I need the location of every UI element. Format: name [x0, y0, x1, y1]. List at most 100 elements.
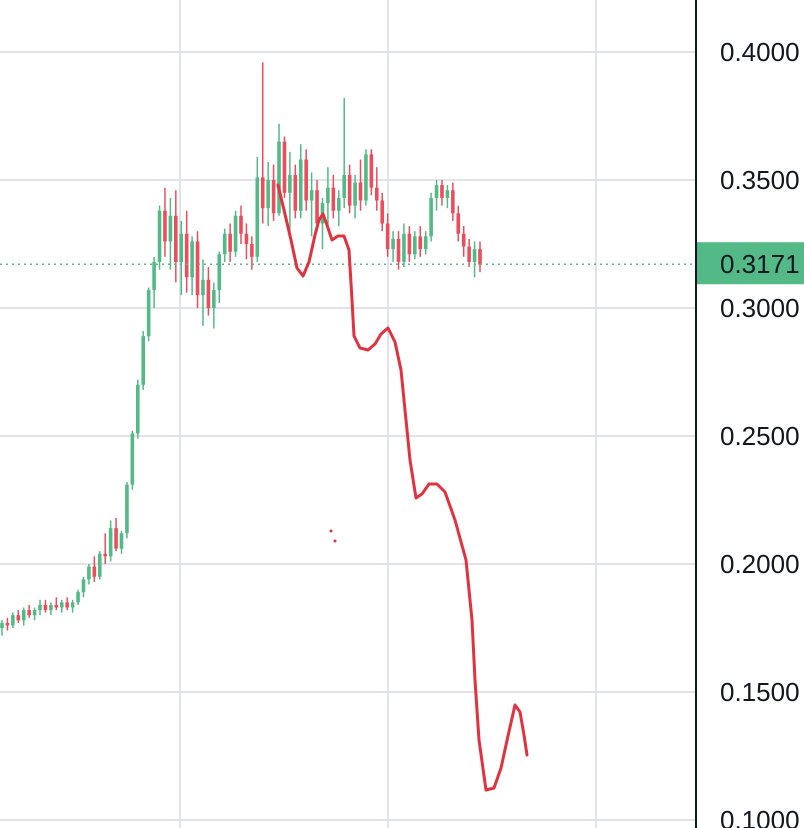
- candle[interactable]: [288, 151, 292, 232]
- candle[interactable]: [336, 190, 341, 227]
- drawn-projection-line[interactable]: [276, 183, 529, 792]
- candle[interactable]: [266, 162, 270, 227]
- candle[interactable]: [114, 517, 118, 552]
- candle-body: [472, 249, 477, 262]
- candle[interactable]: [70, 599, 75, 613]
- candle[interactable]: [5, 617, 10, 631]
- candle[interactable]: [239, 205, 243, 244]
- candle[interactable]: [402, 223, 406, 268]
- candle[interactable]: [43, 599, 48, 613]
- candle[interactable]: [81, 576, 86, 598]
- candle-body: [163, 210, 167, 242]
- candle[interactable]: [65, 597, 69, 611]
- candle[interactable]: [478, 241, 482, 273]
- candle[interactable]: [440, 180, 444, 206]
- candle[interactable]: [163, 187, 167, 257]
- candle[interactable]: [212, 282, 216, 329]
- candle[interactable]: [76, 589, 80, 605]
- candle[interactable]: [391, 231, 395, 262]
- candle-body: [135, 384, 140, 434]
- candle[interactable]: [27, 604, 31, 618]
- candle[interactable]: [130, 430, 135, 490]
- candle[interactable]: [434, 180, 439, 211]
- candle[interactable]: [174, 190, 178, 283]
- candle[interactable]: [298, 144, 303, 219]
- candle[interactable]: [135, 379, 140, 439]
- candle-body: [239, 215, 243, 234]
- candle[interactable]: [342, 98, 347, 209]
- candle[interactable]: [369, 149, 374, 196]
- candle[interactable]: [467, 238, 471, 268]
- candle[interactable]: [472, 241, 477, 278]
- candle[interactable]: [103, 533, 108, 564]
- candle[interactable]: [380, 192, 385, 232]
- candle[interactable]: [445, 185, 450, 209]
- candle[interactable]: [222, 228, 227, 262]
- candle[interactable]: [87, 564, 91, 585]
- candle[interactable]: [309, 172, 314, 237]
- candle[interactable]: [228, 223, 232, 262]
- candle[interactable]: [260, 62, 265, 224]
- candle-body: [174, 215, 178, 262]
- candle[interactable]: [38, 599, 42, 616]
- candle[interactable]: [407, 226, 412, 262]
- candle-body: [125, 484, 129, 534]
- candle[interactable]: [119, 530, 124, 554]
- candle[interactable]: [423, 231, 428, 255]
- candle[interactable]: [108, 520, 113, 562]
- candle[interactable]: [353, 174, 357, 219]
- candle[interactable]: [456, 205, 461, 242]
- candle[interactable]: [59, 599, 64, 613]
- candle[interactable]: [217, 251, 222, 303]
- candle[interactable]: [190, 236, 194, 296]
- candle[interactable]: [146, 287, 151, 342]
- candle[interactable]: [184, 210, 189, 293]
- candle-series[interactable]: [0, 62, 482, 636]
- candle-body: [298, 159, 303, 211]
- candle[interactable]: [347, 164, 352, 214]
- candle[interactable]: [54, 597, 59, 611]
- candle[interactable]: [461, 226, 466, 257]
- candle[interactable]: [168, 197, 173, 270]
- price-axis[interactable]: 0.1000 0.1500 0.2000 0.2500 0.3000 0.3500 0.40…: [720, 37, 800, 828]
- candle[interactable]: [364, 149, 368, 206]
- candle[interactable]: [282, 136, 287, 198]
- candle[interactable]: [49, 602, 53, 616]
- candle[interactable]: [255, 156, 260, 262]
- candle[interactable]: [429, 192, 433, 242]
- candle[interactable]: [92, 556, 97, 582]
- candle[interactable]: [157, 205, 162, 270]
- candle[interactable]: [396, 231, 401, 270]
- candle[interactable]: [358, 159, 363, 211]
- candle[interactable]: [304, 149, 308, 211]
- candle[interactable]: [451, 182, 455, 221]
- candle[interactable]: [418, 226, 423, 257]
- candle[interactable]: [125, 482, 129, 539]
- candle[interactable]: [32, 607, 37, 621]
- candle[interactable]: [271, 164, 276, 221]
- candle[interactable]: [385, 213, 390, 257]
- candle-body: [347, 174, 352, 206]
- candle[interactable]: [277, 123, 281, 216]
- candle[interactable]: [326, 167, 330, 227]
- candle[interactable]: [293, 164, 298, 219]
- candle[interactable]: [331, 174, 336, 219]
- candle[interactable]: [0, 620, 4, 636]
- candle[interactable]: [152, 256, 156, 308]
- candle[interactable]: [374, 167, 379, 211]
- candle[interactable]: [413, 231, 417, 260]
- candle[interactable]: [195, 231, 200, 308]
- candle[interactable]: [250, 236, 254, 270]
- candle[interactable]: [16, 610, 21, 623]
- candle[interactable]: [11, 612, 15, 628]
- candle[interactable]: [21, 607, 26, 626]
- candle[interactable]: [97, 551, 102, 580]
- candle[interactable]: [206, 267, 211, 316]
- candle[interactable]: [233, 210, 238, 257]
- candle[interactable]: [201, 259, 205, 326]
- candle[interactable]: [141, 331, 146, 390]
- candle-body: [358, 182, 363, 201]
- candle[interactable]: [179, 220, 184, 296]
- candle[interactable]: [244, 223, 249, 260]
